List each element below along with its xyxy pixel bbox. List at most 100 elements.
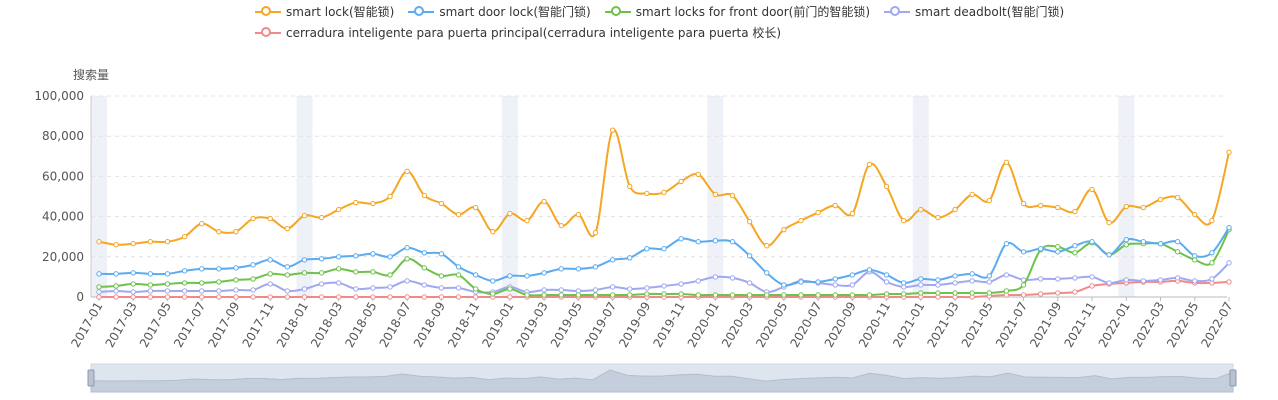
data-point xyxy=(592,292,599,298)
legend-label: cerradura inteligente para puerta princi… xyxy=(286,26,782,40)
data-point xyxy=(781,292,787,298)
data-point xyxy=(199,266,205,272)
data-point xyxy=(1209,217,1215,224)
data-point xyxy=(541,287,547,293)
x-tick-label: 2020-07 xyxy=(787,300,824,350)
zoom-handle-right[interactable] xyxy=(1229,369,1237,387)
data-point xyxy=(849,292,856,298)
data-point xyxy=(678,281,684,287)
data-point xyxy=(1106,280,1112,286)
legend-item-smart-lock[interactable]: smart lock(智能锁) xyxy=(255,3,394,20)
series-line xyxy=(98,128,1230,247)
data-point xyxy=(935,277,941,283)
data-point xyxy=(455,272,462,278)
data-point xyxy=(592,287,599,293)
data-point xyxy=(455,264,462,270)
data-point xyxy=(472,272,479,278)
data-point xyxy=(490,228,496,235)
data-point xyxy=(798,279,804,285)
data-point xyxy=(216,288,222,294)
x-tick-label: 2021-11 xyxy=(1061,300,1098,350)
data-point xyxy=(233,294,239,300)
data-point xyxy=(1226,149,1232,155)
legend-item-smart-deadbolt[interactable]: smart deadbolt(智能门锁) xyxy=(884,3,1064,20)
data-point xyxy=(712,191,719,198)
legend-circle-icon xyxy=(255,26,281,40)
data-point xyxy=(815,209,821,216)
data-point xyxy=(404,168,410,175)
data-point xyxy=(1157,196,1164,203)
data-point xyxy=(935,290,941,296)
data-point xyxy=(404,294,410,300)
x-tick-label: 2019-01 xyxy=(479,300,516,350)
x-tick-label: 2018-03 xyxy=(308,300,345,350)
data-point xyxy=(1072,243,1078,249)
legend-label: smart locks for front door(前门的智能锁) xyxy=(635,5,871,19)
x-tick-label: 2020-09 xyxy=(822,300,859,350)
data-point xyxy=(147,239,154,245)
legend-item-smart-locks-front-door[interactable]: smart locks for front door(前门的智能锁) xyxy=(604,3,871,20)
data-point xyxy=(986,290,993,296)
legend-circle-icon xyxy=(255,5,281,19)
data-point xyxy=(969,290,975,296)
data-point xyxy=(558,292,564,298)
data-point xyxy=(935,282,941,288)
data-point xyxy=(284,225,291,232)
data-point xyxy=(746,292,753,298)
data-point xyxy=(1055,290,1061,296)
data-point xyxy=(438,294,445,300)
legend-item-smart-door-lock[interactable]: smart door lock(智能门锁) xyxy=(408,3,591,20)
data-point xyxy=(507,273,513,279)
data-point xyxy=(866,292,873,298)
zoom-handle-left[interactable] xyxy=(87,369,95,387)
data-point xyxy=(832,202,838,209)
data-point xyxy=(1123,277,1129,283)
legend-label: smart deadbolt(智能门锁) xyxy=(915,5,1065,19)
data-point xyxy=(1226,260,1232,266)
data-point xyxy=(883,183,890,190)
data-point xyxy=(832,276,838,282)
data-point xyxy=(335,294,342,300)
data-point xyxy=(832,292,838,298)
data-zoom-slider[interactable] xyxy=(87,363,1237,393)
data-point xyxy=(764,270,770,276)
data-point xyxy=(233,265,239,271)
data-point xyxy=(1020,200,1027,207)
data-point xyxy=(1037,246,1044,252)
data-point xyxy=(507,286,513,292)
x-tick-label: 2017-05 xyxy=(137,300,174,350)
legend-item-cerradura[interactable]: cerradura inteligente para puerta princi… xyxy=(255,24,781,41)
data-point xyxy=(798,217,804,224)
data-point xyxy=(267,257,273,263)
data-point xyxy=(335,266,342,272)
data-point xyxy=(849,282,856,288)
data-point xyxy=(609,292,616,298)
data-point xyxy=(952,280,958,286)
data-point xyxy=(1123,242,1129,248)
data-point xyxy=(592,264,599,270)
data-point xyxy=(130,241,136,247)
data-point xyxy=(1055,204,1061,211)
data-point xyxy=(644,190,650,197)
data-point xyxy=(96,284,102,290)
data-point xyxy=(335,206,342,213)
x-tick-label: 2019-11 xyxy=(651,300,688,350)
data-point xyxy=(746,253,753,259)
data-point xyxy=(1174,239,1181,245)
data-point xyxy=(1037,291,1044,297)
data-point xyxy=(1055,276,1061,282)
x-tick-label: 2021-03 xyxy=(924,300,961,350)
data-point xyxy=(507,210,513,217)
data-point xyxy=(387,193,393,200)
data-point xyxy=(267,294,273,300)
data-point xyxy=(250,262,256,268)
data-point xyxy=(764,292,770,298)
data-point xyxy=(866,267,873,273)
data-point xyxy=(1020,249,1027,255)
data-point xyxy=(96,271,102,277)
data-point xyxy=(575,211,582,218)
data-point xyxy=(1003,159,1010,166)
data-point xyxy=(918,290,924,296)
data-point xyxy=(1055,249,1061,255)
data-point xyxy=(267,215,273,222)
